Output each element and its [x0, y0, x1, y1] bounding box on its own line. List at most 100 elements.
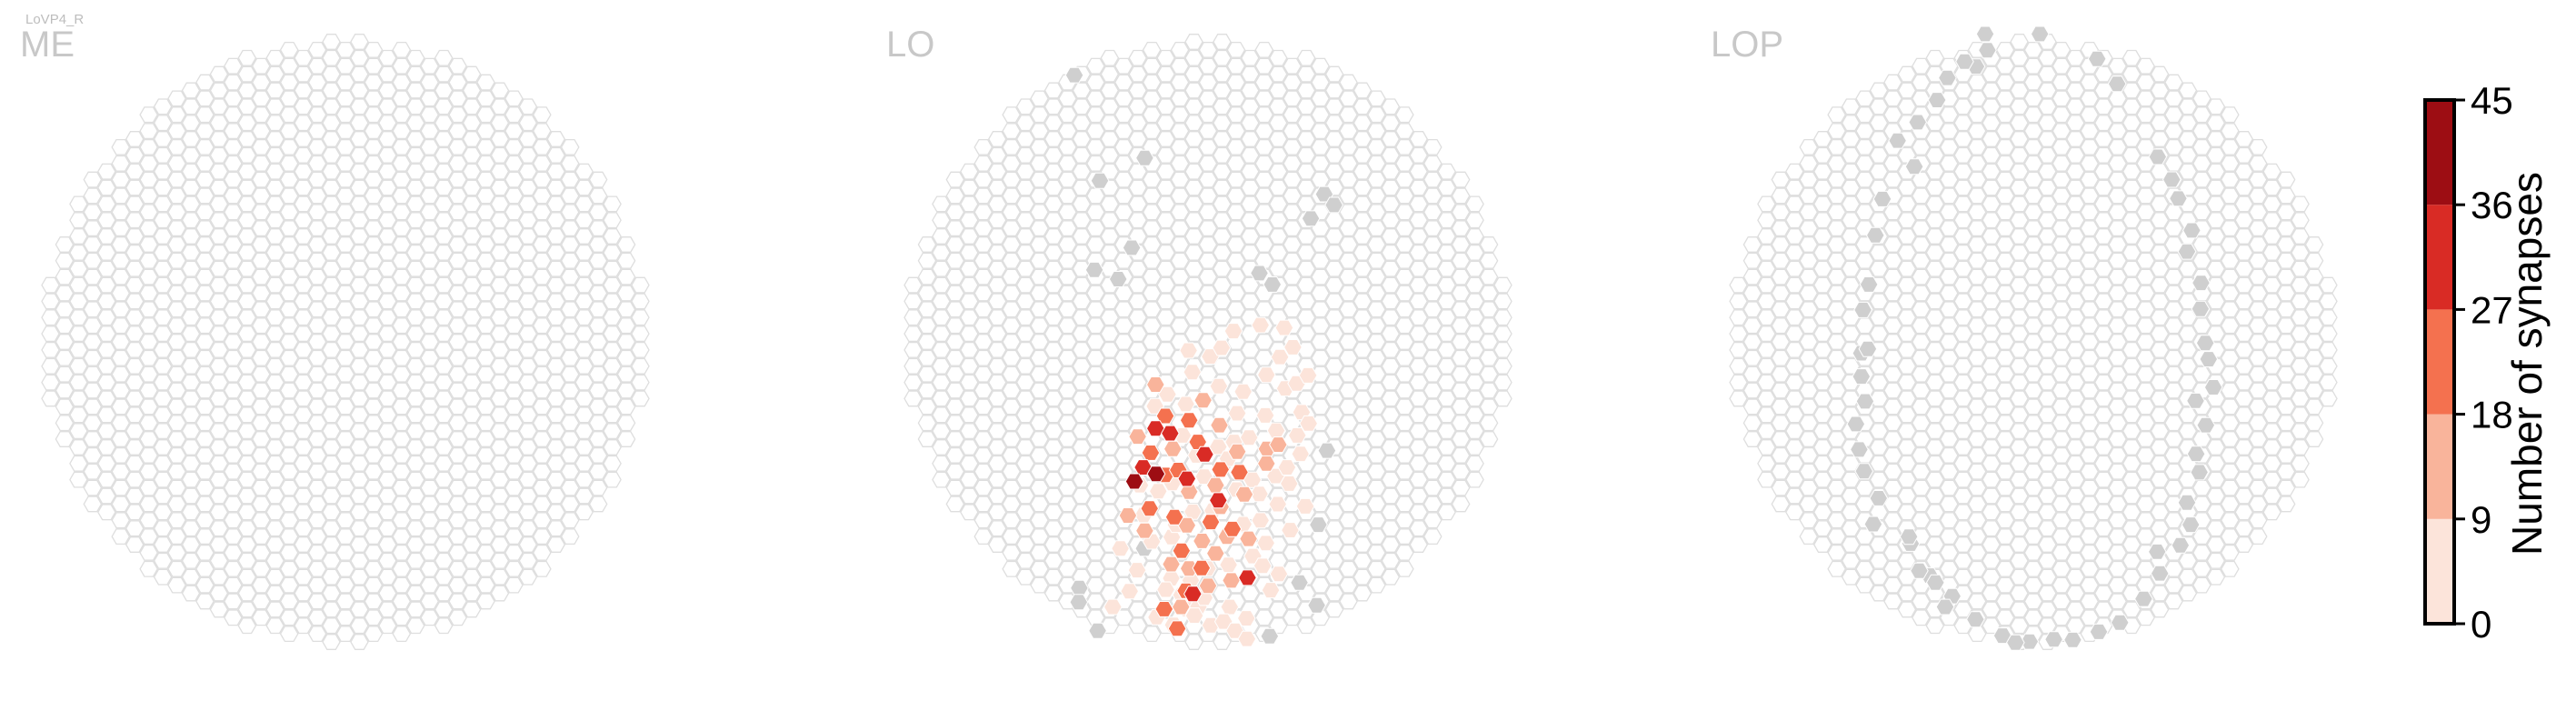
empty-column: [392, 252, 412, 269]
empty-column: [2066, 455, 2085, 472]
empty-column: [434, 244, 454, 261]
empty-column: [1982, 390, 2001, 407]
empty-column: [167, 528, 186, 546]
empty-column: [55, 301, 75, 318]
empty-column: [1869, 212, 1889, 229]
empty-column: [518, 325, 538, 343]
empty-column: [1002, 187, 1022, 205]
empty-column: [69, 423, 88, 440]
empty-column: [560, 496, 580, 513]
empty-column: [1381, 552, 1401, 569]
empty-column: [97, 244, 116, 261]
empty-column: [2150, 487, 2170, 505]
empty-column: [392, 512, 412, 529]
empty-column: [2122, 423, 2142, 440]
empty-column: [1995, 593, 2015, 610]
empty-column: [167, 446, 186, 464]
empty-column: [1128, 195, 1148, 213]
empty-column: [616, 382, 636, 399]
empty-column: [2206, 195, 2226, 213]
empty-column: [448, 57, 467, 75]
empty-column: [1995, 479, 2015, 496]
empty-column: [1002, 415, 1022, 432]
empty-column: [1100, 487, 1120, 505]
empty-column: [1198, 74, 1218, 91]
empty-column: [1311, 576, 1330, 594]
empty-column: [83, 268, 103, 285]
empty-column: [2052, 220, 2072, 237]
empty-column: [420, 609, 440, 626]
empty-column: [945, 204, 965, 221]
empty-column: [307, 74, 327, 91]
empty-column: [1324, 552, 1344, 569]
empty-column: [448, 252, 467, 269]
empty-column: [251, 301, 271, 318]
empty-column: [279, 398, 299, 416]
empty-column: [1058, 544, 1077, 561]
empty-column: [97, 309, 116, 326]
empty-column: [265, 601, 285, 618]
empty-column: [1869, 98, 1889, 115]
empty-column: [1939, 301, 1959, 318]
empty-column: [265, 568, 285, 586]
empty-column: [2206, 260, 2226, 277]
empty-column: [973, 479, 993, 496]
empty-column: [1030, 334, 1049, 350]
empty-column: [1015, 325, 1035, 343]
empty-column: [97, 293, 116, 310]
empty-column: [2164, 446, 2183, 464]
empty-column: [462, 455, 482, 472]
empty-column: [2080, 268, 2100, 285]
empty-column: [546, 276, 566, 294]
empty-column: [251, 560, 271, 577]
empty-column: [237, 390, 257, 407]
empty-column: [1883, 415, 1902, 432]
empty-column: [1086, 138, 1105, 155]
empty-column: [2192, 155, 2212, 172]
empty-column: [1799, 204, 1819, 221]
empty-column: [476, 398, 495, 416]
empty-column: [2066, 585, 2085, 602]
empty-column: [973, 398, 993, 416]
empty-column: [224, 446, 243, 464]
empty-column: [294, 357, 313, 375]
empty-column: [2122, 357, 2142, 375]
empty-column: [1353, 179, 1373, 196]
empty-column: [167, 496, 186, 513]
empty-column: [2038, 406, 2057, 424]
empty-column: [917, 366, 937, 383]
empty-column: [1353, 276, 1373, 294]
empty-column: [167, 398, 186, 416]
empty-column: [209, 341, 229, 358]
empty-column: [1113, 204, 1133, 221]
empty-column: [125, 244, 145, 261]
empty-column: [1113, 285, 1133, 302]
empty-column: [1226, 544, 1246, 561]
empty-column: [237, 260, 257, 277]
empty-column: [945, 496, 965, 513]
empty-column: [434, 504, 454, 521]
empty-column: [2093, 520, 2113, 537]
empty-column: [1409, 487, 1429, 505]
empty-column: [2010, 276, 2029, 294]
empty-column: [1353, 163, 1373, 180]
highlighted-column: [1888, 132, 1907, 149]
empty-column: [1827, 268, 1847, 285]
empty-column: [1995, 236, 2015, 253]
empty-column: [1381, 276, 1401, 294]
empty-column: [490, 98, 510, 115]
empty-column: [560, 317, 580, 335]
empty-column: [1925, 439, 1945, 456]
empty-column: [1170, 123, 1190, 140]
empty-column: [2220, 479, 2240, 496]
empty-column: [1742, 285, 1762, 302]
empty-column: [588, 301, 608, 318]
empty-column: [209, 585, 229, 602]
hex-grid-me: [41, 34, 650, 650]
empty-column: [1967, 512, 1987, 529]
empty-column: [322, 49, 341, 66]
empty-column: [420, 398, 440, 416]
empty-column: [97, 357, 116, 375]
empty-column: [1213, 293, 1232, 310]
empty-column: [560, 382, 580, 399]
